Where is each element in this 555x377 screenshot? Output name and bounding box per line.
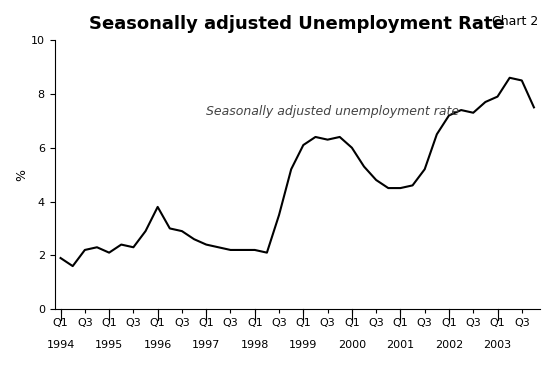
Text: 1997: 1997: [192, 340, 220, 350]
Text: Chart 2: Chart 2: [492, 15, 538, 28]
Text: 1999: 1999: [289, 340, 317, 350]
Text: 2000: 2000: [338, 340, 366, 350]
Text: 1998: 1998: [240, 340, 269, 350]
Y-axis label: %: %: [15, 169, 28, 181]
Text: 2003: 2003: [483, 340, 512, 350]
Text: 1994: 1994: [47, 340, 75, 350]
Text: 1995: 1995: [95, 340, 123, 350]
Text: Seasonally adjusted unemployment rate: Seasonally adjusted unemployment rate: [206, 106, 460, 118]
Title: Seasonally adjusted Unemployment Rate: Seasonally adjusted Unemployment Rate: [89, 15, 505, 33]
Text: 2001: 2001: [386, 340, 415, 350]
Text: 2002: 2002: [435, 340, 463, 350]
Text: 1996: 1996: [144, 340, 172, 350]
